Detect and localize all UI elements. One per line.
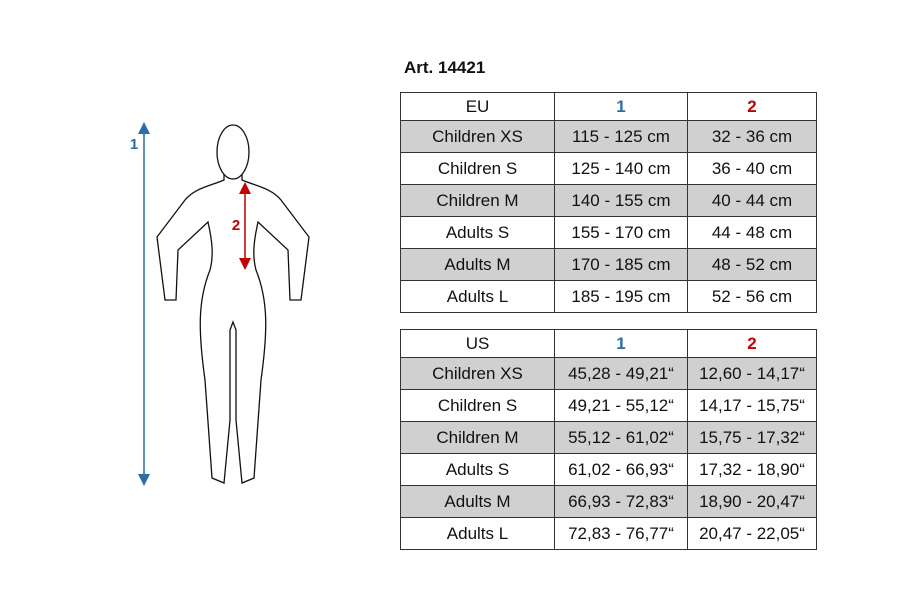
table-cell: 48 - 52 cm [687,248,817,281]
table-cell: Children S [400,152,555,185]
table-cell: 40 - 44 cm [687,184,817,217]
table-cell: 44 - 48 cm [687,216,817,249]
table-cell: 52 - 56 cm [687,280,817,313]
table-row: Adults M 66,93 - 72,83“ 18,90 - 20,47“ [400,485,817,518]
table-row: Adults M 170 - 185 cm 48 - 52 cm [400,248,817,281]
table-cell: 45,28 - 49,21“ [554,357,688,390]
table-cell: 125 - 140 cm [554,152,688,185]
table-row: Adults L 185 - 195 cm 52 - 56 cm [400,280,817,313]
table-cell: 185 - 195 cm [554,280,688,313]
table-cell: 49,21 - 55,12“ [554,389,688,422]
header-cell: 2 [687,92,817,121]
table-cell: Adults L [400,517,555,550]
table-row: EU 1 2 [400,92,817,121]
table-row: Children M 140 - 155 cm 40 - 44 cm [400,184,817,217]
table-row: Adults S 61,02 - 66,93“ 17,32 - 18,90“ [400,453,817,486]
table-cell: 36 - 40 cm [687,152,817,185]
table-row: Adults S 155 - 170 cm 44 - 48 cm [400,216,817,249]
table-cell: Children XS [400,120,555,153]
head [216,124,250,180]
table-cell: 155 - 170 cm [554,216,688,249]
table-row: Children XS 45,28 - 49,21“ 12,60 - 14,17“ [400,357,817,390]
header-cell: 2 [687,329,817,358]
table-row: Children M 55,12 - 61,02“ 15,75 - 17,32“ [400,421,817,454]
table-cell: 115 - 125 cm [554,120,688,153]
header-cell: 1 [554,92,688,121]
label-1: 1 [130,136,138,153]
table-cell: 14,17 - 15,75“ [687,389,817,422]
figure: 1 2 [130,122,310,486]
table-cell: 72,83 - 76,77“ [554,517,688,550]
header-cell: EU [400,92,555,121]
header-cell: 1 [554,329,688,358]
body-outline [156,167,310,484]
table-cell: 12,60 - 14,17“ [687,357,817,390]
table-cell: 140 - 155 cm [554,184,688,217]
table-cell: 55,12 - 61,02“ [554,421,688,454]
table-row: US 1 2 [400,329,817,358]
table-cell: Adults M [400,248,555,281]
table-cell: Children M [400,184,555,217]
table-cell: 20,47 - 22,05“ [687,517,817,550]
table-cell: 32 - 36 cm [687,120,817,153]
header-cell: US [400,329,555,358]
table-cell: 66,93 - 72,83“ [554,485,688,518]
table-row: Adults L 72,83 - 76,77“ 20,47 - 22,05“ [400,517,817,550]
table-cell: Children S [400,389,555,422]
table-cell: Children XS [400,357,555,390]
table-cell: Children M [400,421,555,454]
table-cell: 61,02 - 66,93“ [554,453,688,486]
table-row: Children XS 115 - 125 cm 32 - 36 cm [400,120,817,153]
size-table: EU 1 2 Children XS 115 - 125 cm 32 - 36 cm Chi… [400,92,817,313]
table-cell: 15,75 - 17,32“ [687,421,817,454]
table-cell: Adults S [400,453,555,486]
table-cell: 18,90 - 20,47“ [687,485,817,518]
table-cell: 170 - 185 cm [554,248,688,281]
table-cell: Adults S [400,216,555,249]
size-table: US 1 2 Children XS 45,28 - 49,21“ 12,60 - 14,… [400,329,817,550]
table-cell: Adults L [400,280,555,313]
label-2: 2 [232,217,240,234]
table-row: Children S 49,21 - 55,12“ 14,17 - 15,75“ [400,389,817,422]
table-row: Children S 125 - 140 cm 36 - 40 cm [400,152,817,185]
title: Art. 14421 [404,58,486,77]
table-cell: Adults M [400,485,555,518]
table-cell: 17,32 - 18,90“ [687,453,817,486]
